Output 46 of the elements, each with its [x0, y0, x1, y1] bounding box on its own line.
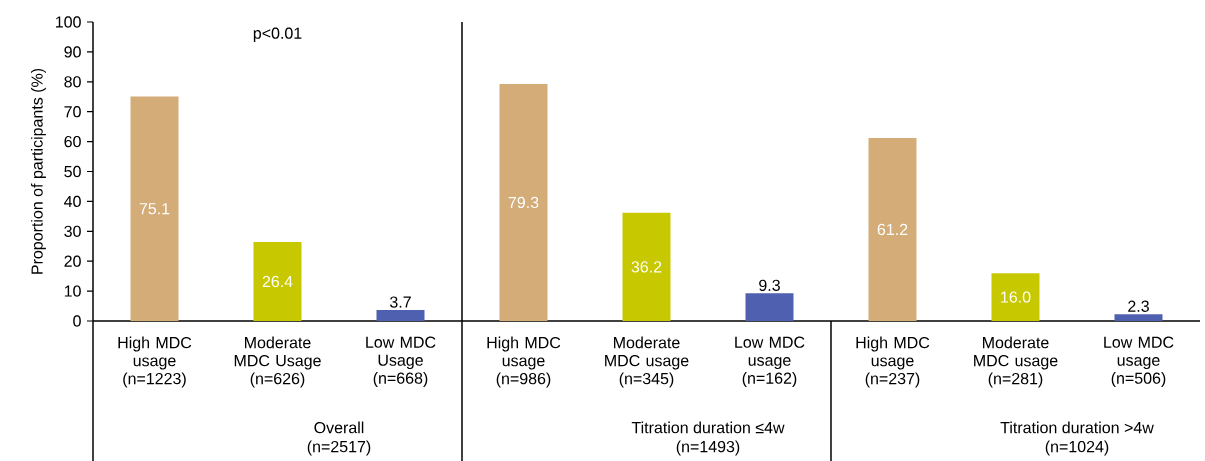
- y-tick-label: 0: [73, 315, 81, 327]
- annotation: p<0.01: [253, 27, 302, 43]
- x-tick-label: High MDC usage (n=1223): [118, 336, 192, 388]
- data-label: 2.3: [1128, 300, 1149, 312]
- data-label: 61.2: [877, 223, 908, 236]
- data-label: 16.0: [1001, 291, 1031, 303]
- text: (n=1493): [676, 440, 740, 456]
- x-tick-label: High MDC usage (n=986): [487, 336, 561, 388]
- y-tick-label: 20: [64, 255, 81, 267]
- y-tick-label: 40: [64, 195, 81, 208]
- y-tick-label: 100: [55, 16, 81, 28]
- y-tick-label: 10: [64, 285, 81, 297]
- bar: [376, 309, 425, 321]
- bar: [622, 212, 671, 321]
- x-tick-label: Low MDC usage (n=162): [735, 336, 805, 388]
- data-label: 3.7: [389, 296, 411, 308]
- text: Titration duration >4w: [1000, 421, 1154, 434]
- data-label: 75.1: [139, 203, 170, 215]
- bar: [253, 242, 302, 321]
- bar: [130, 96, 179, 321]
- y-tick-label: 90: [64, 46, 81, 58]
- y-tick-label: 80: [64, 76, 81, 88]
- x-tick-label: High MDC usage (n=237): [856, 336, 930, 388]
- bar: [745, 293, 794, 321]
- data-label: 36.2: [631, 261, 662, 273]
- y-tick-label: 50: [64, 165, 81, 178]
- bar: [499, 83, 548, 321]
- text: Overall: [314, 421, 364, 434]
- bar: [1114, 314, 1163, 321]
- data-label: 79.3: [508, 196, 539, 209]
- data-label: 9.3: [759, 279, 780, 291]
- text: Titration duration ≤4w: [631, 421, 785, 434]
- x-tick-label: Low MDC usage (n=506): [1104, 336, 1174, 388]
- bar: [868, 138, 917, 321]
- text: (n=2517): [307, 440, 371, 456]
- x-tick-label: Moderate MDC usage (n=281): [974, 336, 1058, 388]
- x-tick-label: Moderate MDC usage (n=345): [605, 336, 689, 388]
- data-label: 26.4: [262, 275, 293, 288]
- bar: [991, 273, 1040, 321]
- y-tick-label: 30: [64, 225, 81, 237]
- y-tick-label: 70: [64, 106, 81, 118]
- x-tick-label: Moderate MDC Usage (n=626): [234, 336, 321, 388]
- y-axis-title: Proportion of participants (%): [30, 68, 46, 274]
- y-tick-label: 60: [64, 135, 81, 148]
- text: (n=1024): [1045, 440, 1109, 456]
- x-tick-label: Low MDC Usage (n=668): [366, 336, 436, 388]
